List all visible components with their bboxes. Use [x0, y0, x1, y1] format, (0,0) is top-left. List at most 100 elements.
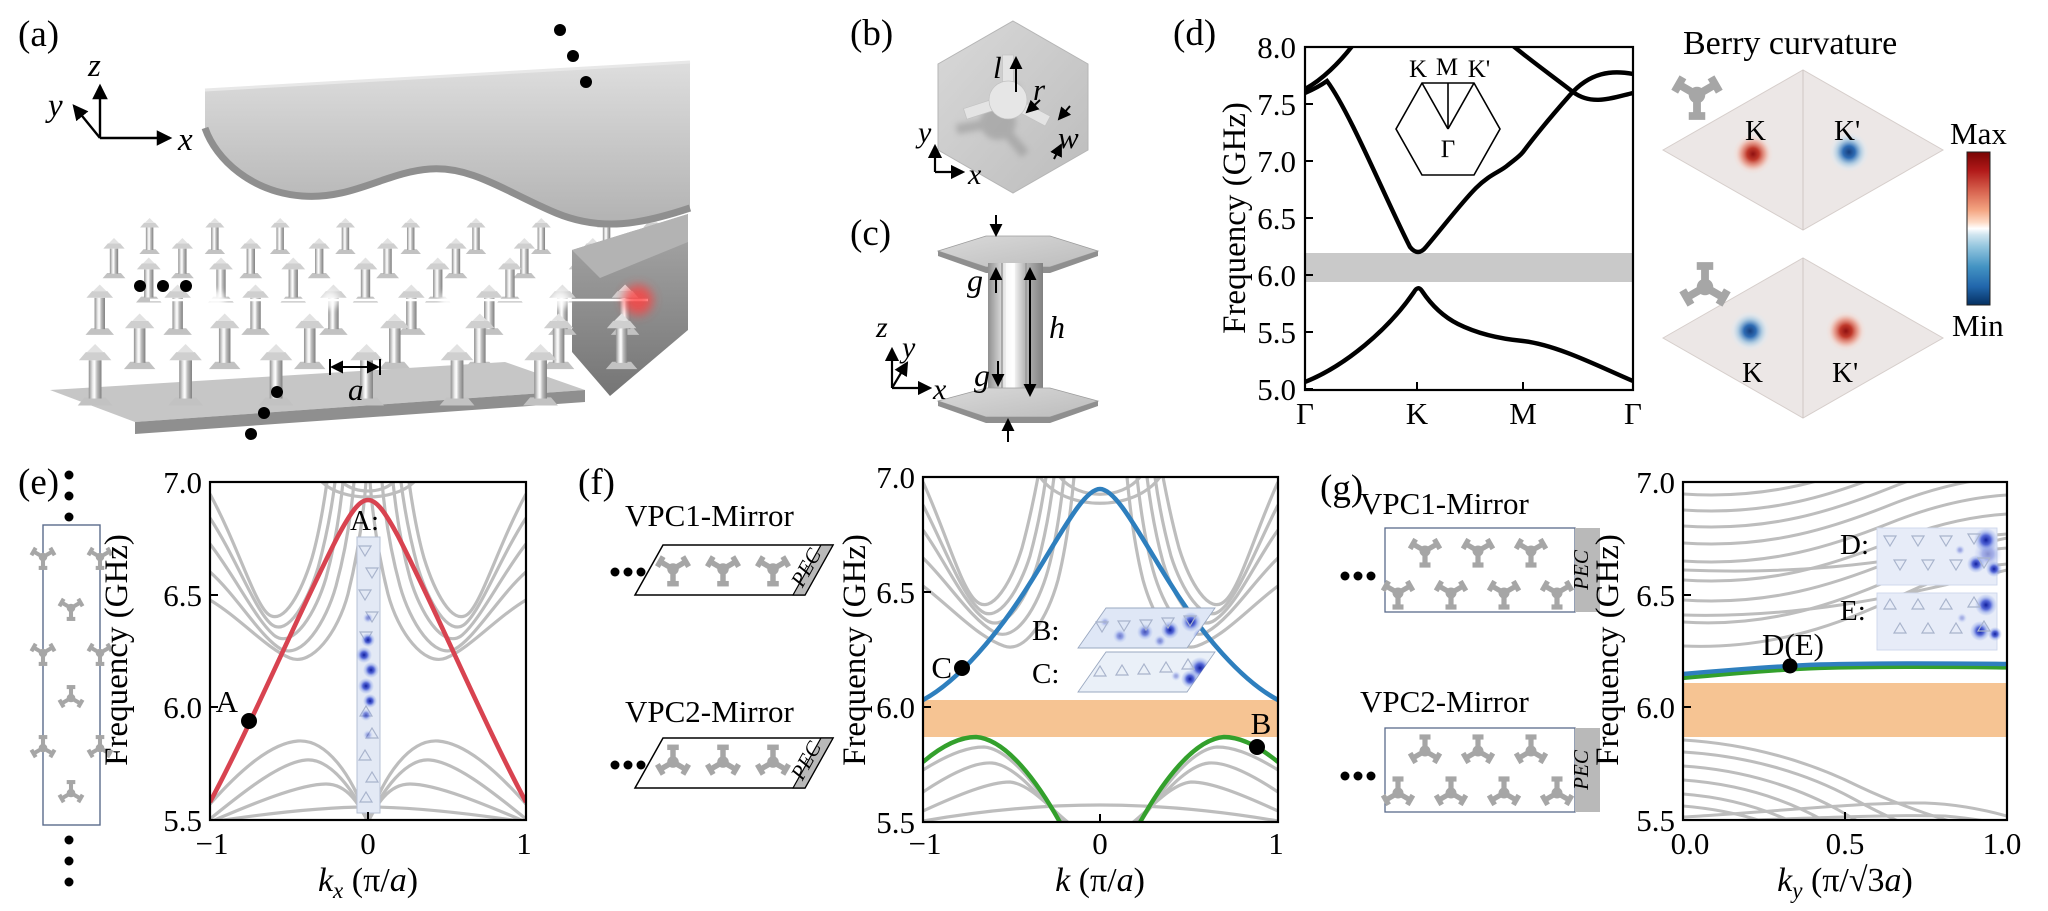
- panel-d-band-structure: (d) Frequency (GHz) K M K' Γ 8.0 7.5 7.0…: [1173, 13, 1642, 430]
- point-B-label: B: [1251, 706, 1272, 741]
- berry-bottom-K-label: K: [1742, 357, 1763, 389]
- panel-e-label: (e): [18, 462, 59, 503]
- ticks: [1305, 46, 1524, 390]
- colorbar-min-label: Min: [1952, 308, 2004, 343]
- dim-h-label: h: [1049, 309, 1065, 345]
- supercell-outline: [42, 524, 101, 826]
- pec-label: PEC: [1569, 749, 1593, 791]
- inset-E-label: E:: [1840, 595, 1866, 627]
- plot-frame: [921, 475, 1280, 824]
- ticks: [210, 481, 369, 821]
- panel-a-label: (a): [18, 14, 59, 55]
- berry-diamond-vpc2: [1661, 257, 1945, 419]
- inset-A-label: A:: [350, 505, 379, 537]
- svg-text:7.0: 7.0: [1257, 144, 1296, 179]
- inset-D-label: D:: [1840, 529, 1869, 561]
- svg-text:7.0: 7.0: [1636, 465, 1675, 500]
- band-4: [1510, 47, 1633, 103]
- svg-text:5.5: 5.5: [1257, 315, 1296, 350]
- svg-text:0: 0: [1092, 826, 1108, 861]
- svg-text:1: 1: [1268, 826, 1284, 861]
- axis-z-label: z: [87, 48, 101, 84]
- y-tick-labels: 7.0 6.5 6.0 5.5: [876, 460, 915, 840]
- ellipsis-dots: [610, 760, 646, 770]
- axis-x-label: x: [932, 373, 947, 406]
- point-B-marker: [1249, 739, 1265, 755]
- vpc1-mirror-label: VPC1-Mirror: [625, 498, 794, 533]
- edge-state-green-left: [923, 734, 1063, 822]
- edge-state-blue-curve: [923, 486, 1278, 703]
- band-2: [1305, 70, 1633, 255]
- svg-text:6.0: 6.0: [1636, 690, 1675, 725]
- colorbar: [1966, 151, 1991, 306]
- dots-below-supercell: [64, 835, 74, 887]
- axis-y-label: y: [899, 331, 916, 364]
- svg-text:−1: −1: [909, 826, 942, 861]
- colorbar-max-label: Max: [1950, 116, 2007, 151]
- svg-text:0: 0: [360, 826, 376, 861]
- berry-diamond-vpc1: [1661, 69, 1945, 231]
- pec-bar: [1575, 528, 1600, 612]
- svg-text:6.0: 6.0: [876, 690, 915, 725]
- svg-text:5.0: 5.0: [1257, 372, 1296, 407]
- svg-text:6.0: 6.0: [163, 690, 202, 725]
- berry-K-spot-positive: [1733, 134, 1773, 174]
- dim-l-label: l: [993, 50, 1002, 85]
- bz-m-label: M: [1436, 54, 1458, 81]
- vpc2-tripod-icon: [1683, 266, 1728, 305]
- point-A-label: A: [216, 684, 239, 719]
- panel-b-unit-cell-top: l r w x y (b): [850, 13, 1089, 194]
- dim-arrows-b: [1009, 56, 1072, 160]
- y-axis-title: Frequency (GHz): [837, 534, 873, 766]
- x-tick-labels: −1 0 1: [196, 826, 532, 861]
- svg-text:Γ: Γ: [1624, 396, 1642, 430]
- ellipsis-dots-top-right: [554, 24, 592, 88]
- bz-gamma-label: Γ: [1441, 136, 1455, 163]
- dim-arrows-c: [989, 215, 1037, 442]
- panel-b-label: (b): [850, 13, 893, 54]
- inset-C-label: C:: [1032, 658, 1059, 690]
- svg-text:Γ: Γ: [1296, 396, 1314, 430]
- svg-text:5.5: 5.5: [163, 803, 202, 838]
- vpc2-mirror-schematic: PEC: [1340, 727, 1600, 813]
- x-axis-title: kx (π/a): [318, 862, 418, 903]
- pec-strip: [791, 737, 835, 789]
- x-tick-labels: −1 0 1: [909, 826, 1284, 861]
- berry-bottom-Kprime-label: K': [1832, 357, 1858, 389]
- band-1: [1305, 286, 1633, 385]
- inset-field-E: [1876, 592, 2002, 651]
- inset-field-strip-B: [1077, 607, 1216, 649]
- dots-above-supercell: [64, 470, 74, 522]
- axis-x-label: x: [967, 158, 982, 191]
- svg-text:6.5: 6.5: [1636, 578, 1675, 613]
- panel-g-label: (g): [1320, 468, 1363, 509]
- ellipsis-dots: [1340, 771, 1376, 781]
- bandgap-shading-orange: [923, 700, 1278, 737]
- svg-text:7.5: 7.5: [1257, 87, 1296, 122]
- ellipsis-dots: [1340, 571, 1376, 581]
- bandgap-shading-orange: [1683, 683, 2007, 737]
- lattice-constant-annotation: [329, 359, 381, 375]
- ticks: [923, 476, 1101, 823]
- svg-text:K: K: [1406, 396, 1429, 430]
- berry-Kprime-spot-positive: [1826, 311, 1866, 351]
- bulk-bandgap-shading: [1306, 253, 1632, 282]
- axis-z-label: z: [875, 311, 888, 344]
- svg-text:0.0: 0.0: [1671, 826, 1710, 861]
- edge-state-red-curve: [210, 497, 526, 804]
- panel-d-label: (d): [1173, 13, 1216, 54]
- inset-B-label: B:: [1032, 615, 1059, 647]
- svg-text:6.5: 6.5: [1257, 201, 1296, 236]
- inset-field-strip-A: [356, 536, 381, 814]
- field-blobs: [356, 613, 379, 740]
- svg-text:6.5: 6.5: [163, 578, 202, 613]
- svg-text:M: M: [1509, 396, 1537, 430]
- inset-field-D: [1876, 527, 2002, 586]
- top-flange: [936, 235, 1100, 273]
- axes-c: [884, 346, 933, 396]
- ellipsis-dots-left: [134, 280, 192, 292]
- berry-K-spot-negative: [1730, 311, 1770, 351]
- panel-f-label: (f): [578, 462, 615, 503]
- point-DE-label: D(E): [1762, 627, 1824, 662]
- bottom-flange: [936, 387, 1100, 423]
